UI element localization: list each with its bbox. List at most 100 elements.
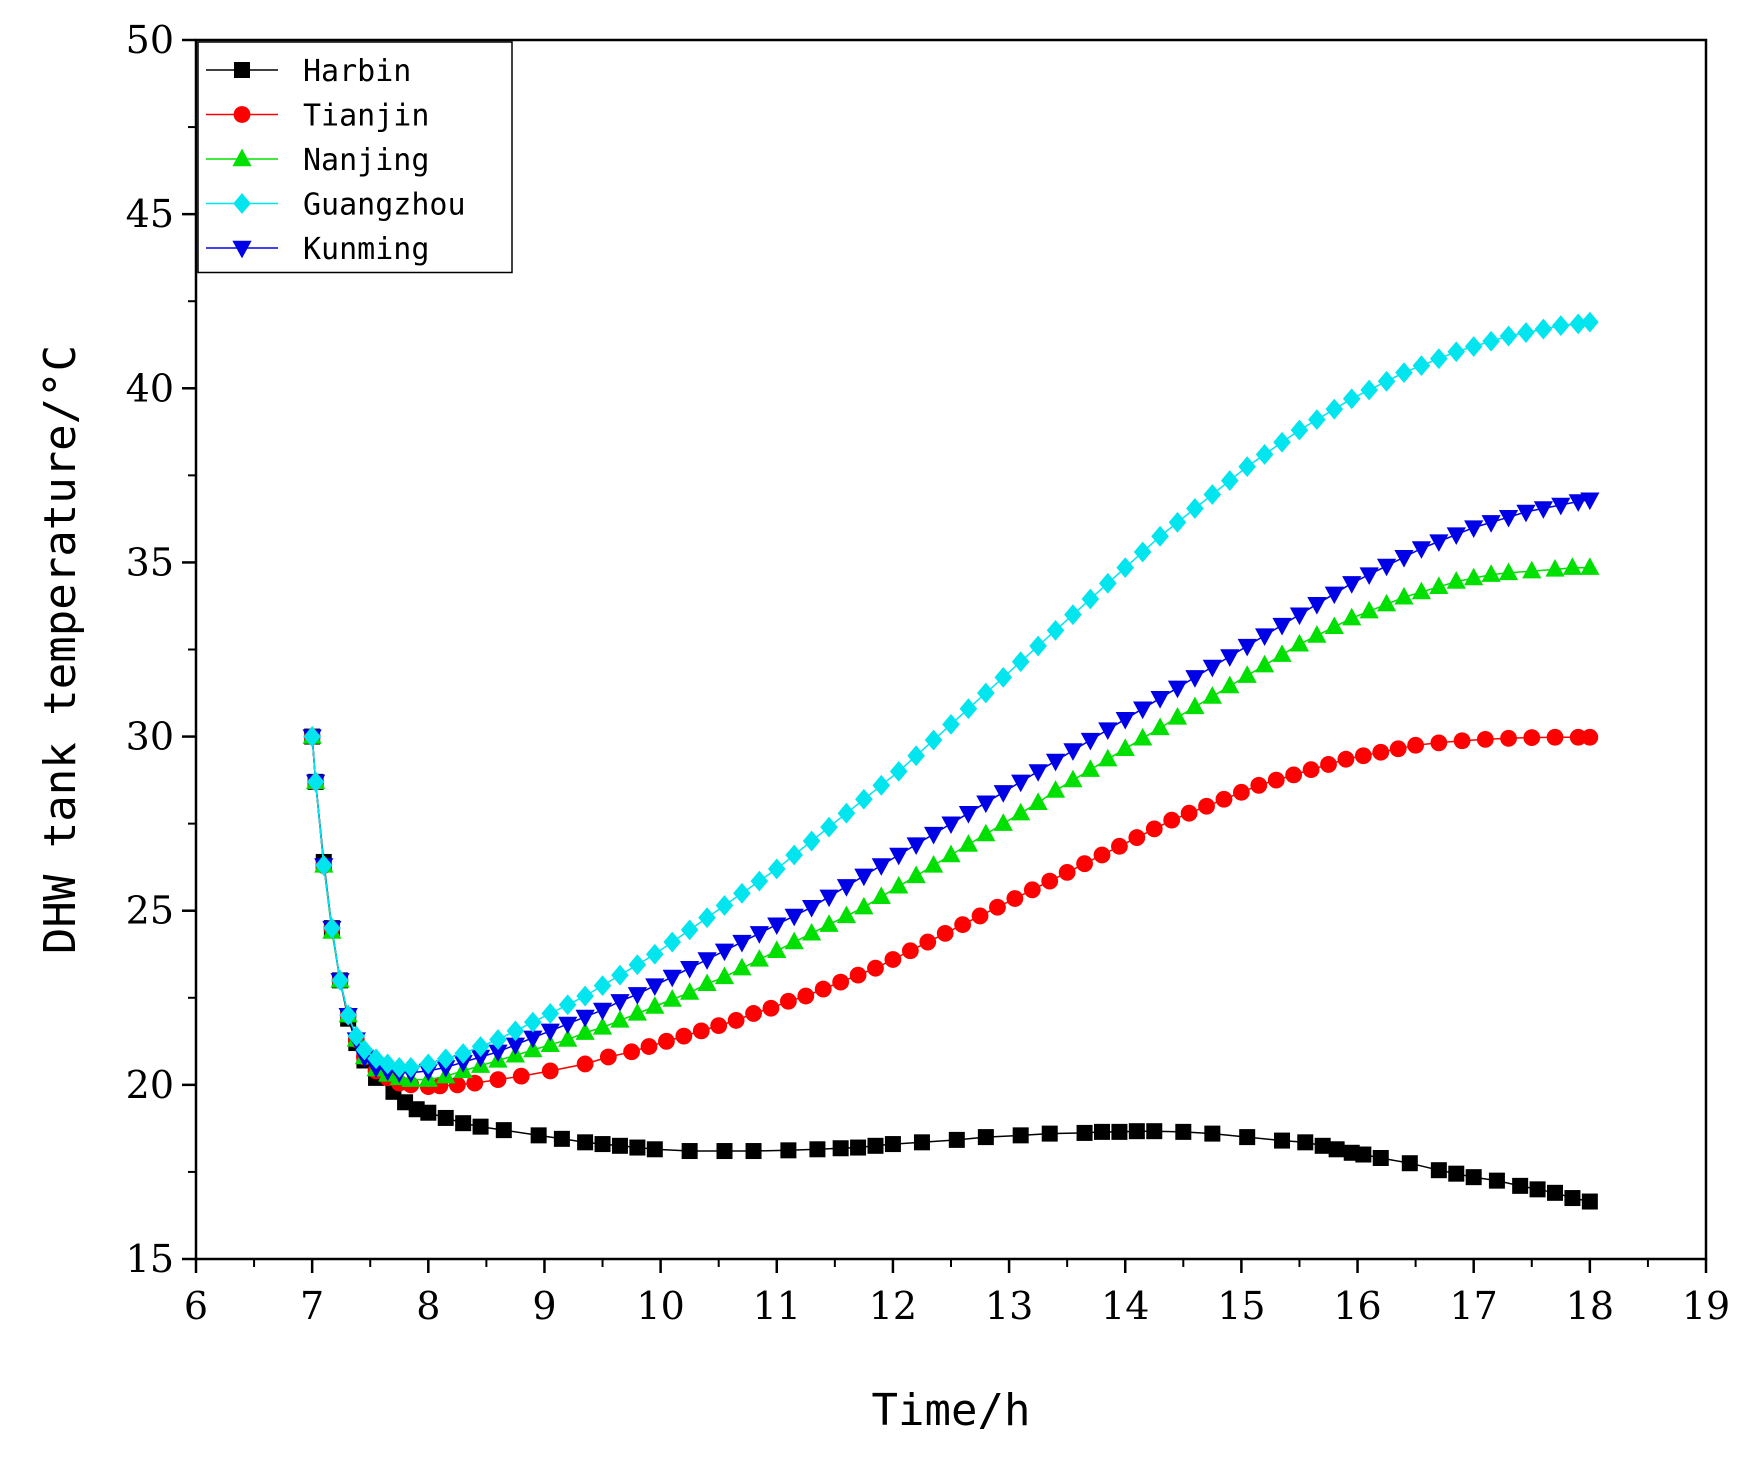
kunming-point	[1342, 576, 1362, 594]
tianjin-point	[745, 1005, 762, 1022]
kunming-point	[470, 1049, 491, 1068]
x-tick-label-11: 11	[753, 1284, 801, 1328]
tianjin-point	[919, 933, 937, 951]
kunming-point	[697, 952, 717, 970]
nanjing-point	[1411, 581, 1432, 600]
guangzhou-point	[314, 855, 333, 876]
y-axis-title: DHW tank temperature/°C	[35, 345, 86, 954]
y-tick-label-30: 30	[126, 715, 174, 759]
guangzhou-point	[593, 975, 612, 996]
x-tick-label-18: 18	[1566, 1284, 1614, 1328]
nanjing-point	[610, 1010, 630, 1028]
guangzhou-point	[1099, 572, 1117, 594]
tianjin-point	[599, 1048, 617, 1066]
nanjing-point	[784, 931, 804, 950]
kunming-point	[836, 879, 857, 897]
tianjin-point	[1006, 890, 1024, 907]
guangzhou-point	[680, 919, 699, 941]
guangzhou-point	[1186, 498, 1204, 519]
kunming-point	[645, 978, 665, 996]
legend-item-kunming: Kunming	[206, 232, 429, 267]
guangzhou-point	[367, 1048, 385, 1070]
tianjin-point	[1128, 829, 1146, 846]
tianjin-point	[1500, 729, 1517, 747]
guangzhou-point	[1499, 325, 1518, 347]
guangzhou-point	[1255, 444, 1274, 465]
tianjin-point	[971, 907, 989, 925]
nanjing-point	[1011, 802, 1031, 821]
tianjin-point	[1215, 790, 1233, 808]
kunming-point	[1045, 753, 1066, 772]
guangzhou-point	[994, 666, 1013, 688]
guangzhou-point	[1116, 557, 1135, 579]
harbin-point	[472, 1118, 489, 1135]
tianjin-point	[814, 980, 832, 998]
kunming-point	[1272, 617, 1292, 636]
tianjin-point	[1163, 811, 1181, 829]
tianjin-point	[1546, 728, 1564, 746]
kunming-point	[958, 805, 979, 824]
kunming-point	[1446, 527, 1466, 545]
kunming-point	[1394, 550, 1414, 568]
guangzhou-point	[378, 1053, 397, 1075]
guangzhou-point	[1011, 651, 1030, 673]
harbin-point	[611, 1137, 628, 1154]
nanjing-point	[540, 1034, 560, 1053]
kunming-point	[558, 1016, 578, 1035]
harbin-point	[1401, 1155, 1418, 1172]
tianjin-point	[884, 951, 902, 968]
nanjing-point	[1098, 748, 1118, 767]
harbin-point	[850, 1139, 867, 1156]
kunming-point	[906, 837, 926, 855]
kunming-line	[311, 498, 1590, 1074]
nanjing-point	[1185, 696, 1205, 715]
tianjin-point	[541, 1062, 559, 1080]
kunming-point	[871, 858, 891, 876]
legend-label-tianjin: Tianjin	[303, 99, 429, 134]
tianjin-point	[623, 1043, 640, 1061]
kunming-point	[1185, 670, 1205, 688]
x-tick-label-7: 7	[300, 1284, 324, 1328]
tianjin-point	[1285, 766, 1303, 784]
guangzhou-point	[558, 994, 577, 1016]
nanjing-point	[1080, 759, 1100, 777]
x-tick-label-16: 16	[1333, 1284, 1381, 1328]
tianjin-point	[1320, 756, 1337, 773]
tianjin-point	[1058, 864, 1076, 881]
x-axis: 6 7 8 9 10 11 12 13 14 15 16 17 18 19	[184, 1259, 1730, 1328]
guangzhou-point	[1308, 409, 1326, 431]
tianjin-point	[1302, 761, 1320, 779]
kunming-point	[540, 1023, 560, 1042]
tianjin-point	[1250, 776, 1268, 794]
kunming-point	[976, 795, 996, 814]
nanjing-point	[1307, 625, 1327, 643]
nanjing-point	[523, 1039, 543, 1058]
guangzhou-point	[1029, 635, 1047, 657]
kunming-point	[1481, 515, 1501, 533]
y-tick-label-40: 40	[126, 366, 174, 410]
legend-box	[197, 41, 513, 274]
tianjin-point	[675, 1027, 693, 1045]
x-tick-label-17: 17	[1450, 1284, 1498, 1328]
guangzhou-point	[1395, 362, 1413, 384]
x-tick-label-15: 15	[1217, 1284, 1265, 1328]
guangzhou-point	[355, 1039, 374, 1061]
legend-marker-guangzhou	[233, 193, 251, 214]
y-tick-label-45: 45	[126, 192, 174, 236]
nanjing-point	[1272, 644, 1292, 662]
harbin-point	[716, 1143, 733, 1160]
harbin-point	[1297, 1134, 1314, 1151]
tianjin-point	[1267, 771, 1285, 789]
x-tick-label-6: 6	[184, 1284, 208, 1328]
guangzhou-point	[471, 1036, 490, 1057]
harbin-point	[1564, 1190, 1581, 1207]
kunming-point	[1568, 494, 1588, 512]
nanjing-point	[1237, 665, 1257, 683]
tianjin-point	[1476, 730, 1494, 748]
kunming-point	[1255, 628, 1275, 646]
nanjing-point	[1028, 792, 1048, 810]
tianjin-point	[489, 1071, 507, 1089]
kunming-point	[575, 1009, 595, 1028]
legend-marker-harbin	[234, 62, 250, 78]
guangzhou-point	[524, 1011, 542, 1033]
